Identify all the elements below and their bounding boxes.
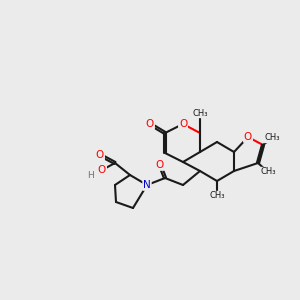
Text: CH₃: CH₃ [209, 191, 225, 200]
Text: O: O [156, 160, 164, 170]
Text: CH₃: CH₃ [192, 109, 208, 118]
Text: CH₃: CH₃ [264, 134, 280, 142]
Text: O: O [98, 165, 106, 175]
Text: O: O [96, 150, 104, 160]
Text: N: N [143, 180, 151, 190]
Text: CH₃: CH₃ [260, 167, 276, 176]
Text: O: O [244, 132, 252, 142]
Text: O: O [179, 119, 187, 129]
Text: H: H [87, 170, 93, 179]
Text: O: O [146, 119, 154, 129]
